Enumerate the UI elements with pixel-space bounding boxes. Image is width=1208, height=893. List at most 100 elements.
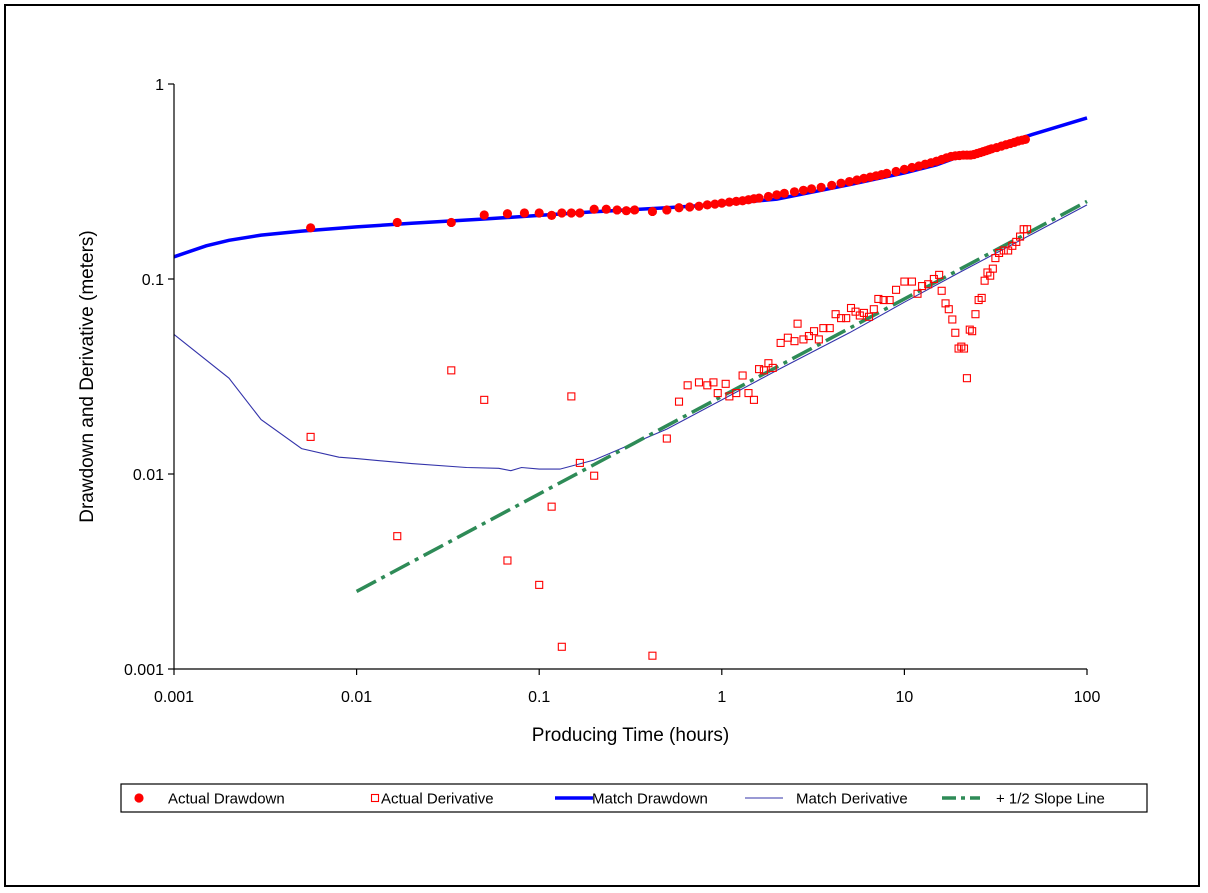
actual-derivative-point [965, 325, 974, 334]
match-derivative-line [173, 204, 1088, 472]
legend-label-match-derivative: Match Derivative [796, 791, 908, 808]
x-tick-label: 0.1 [528, 689, 550, 706]
actual-derivative-point [962, 374, 971, 383]
actual-derivative-point [825, 324, 834, 333]
actual-derivative-point [768, 363, 777, 372]
actual-drawdown-point [772, 190, 782, 200]
legend-label-1-2-slope-line: + 1/2 Slope Line [996, 791, 1105, 808]
actual-derivative-point [1004, 246, 1013, 255]
actual-derivative-point [937, 286, 946, 295]
actual-drawdown-point [754, 193, 764, 203]
actual-derivative-point [957, 342, 966, 351]
actual-derivative-point [929, 274, 938, 284]
actual-derivative-point [954, 344, 963, 353]
actual-derivative-point [1023, 225, 1032, 234]
actual-derivative-point [971, 310, 980, 319]
actual-drawdown-point [694, 201, 704, 211]
actual-derivative-point [874, 294, 883, 304]
legend-label-match-drawdown: Match Drawdown [592, 791, 708, 808]
actual-derivative-point [959, 344, 969, 353]
actual-drawdown-point [882, 168, 892, 178]
actual-drawdown-point [844, 176, 855, 187]
actual-derivative-point [535, 580, 544, 589]
actual-derivative-point [393, 532, 402, 541]
actual-drawdown-point [662, 205, 672, 215]
actual-derivative-point [944, 305, 953, 314]
actual-drawdown-point [566, 208, 576, 218]
actual-derivative-point [662, 434, 671, 443]
actual-derivative-point [759, 366, 768, 375]
actual-drawdown-point [601, 204, 611, 214]
actual-drawdown-point [779, 188, 789, 198]
actual-derivative-point [980, 276, 989, 285]
actual-derivative-point [948, 315, 957, 324]
actual-derivative-point [977, 293, 986, 302]
actual-derivative-point [918, 282, 927, 291]
y-tick-label: 0.01 [133, 467, 164, 484]
actual-derivative-point [995, 248, 1004, 258]
axes [173, 84, 1087, 670]
actual-drawdown-point [647, 206, 658, 217]
actual-derivative-point [306, 432, 315, 441]
actual-derivative-point [755, 365, 764, 374]
actual-derivative-point [924, 280, 933, 289]
actual-drawdown-point [621, 206, 631, 216]
actual-drawdown-point [899, 164, 910, 174]
actual-derivative-point [713, 389, 722, 398]
actual-drawdown-point [717, 198, 727, 208]
actual-derivative-point [837, 314, 846, 323]
actual-derivative-point [732, 389, 741, 398]
actual-drawdown-point [907, 162, 917, 173]
y-axis-ticks: 0.001 0.01 0.1 1 [124, 77, 174, 679]
x-tick-label: 100 [1074, 689, 1101, 706]
actual-derivative-point [842, 314, 851, 323]
actual-drawdown-point [446, 217, 456, 228]
actual-drawdown-point [589, 204, 599, 214]
actual-drawdown-point [674, 203, 684, 213]
actual-derivative-point [900, 277, 909, 286]
actual-derivative-point [968, 327, 977, 336]
actual-derivative-point [819, 324, 828, 333]
actual-derivative-point [703, 381, 712, 390]
actual-derivative-point [749, 395, 759, 404]
actual-drawdown-point [827, 180, 837, 190]
x-axis-title: Producing Time (hours) [532, 725, 729, 746]
actual-derivative-point [935, 270, 944, 279]
actual-drawdown-point [1020, 134, 1031, 144]
actual-derivative-point [988, 264, 997, 273]
actual-derivative-point [480, 395, 489, 404]
actual-derivative-point [907, 277, 917, 286]
legend-swatch-actual-derivative [370, 793, 380, 803]
x-axis-ticks: 0.001 0.01 0.1 1 10 100 [154, 669, 1100, 706]
actual-drawdown-point [685, 202, 695, 212]
x-tick-label: 1 [717, 689, 726, 706]
actual-derivative-point [885, 295, 894, 305]
actual-derivative-point [776, 338, 785, 347]
actual-drawdown-point [502, 209, 513, 219]
actual-drawdown-point [710, 199, 720, 209]
actual-derivative-point [503, 556, 512, 565]
plot-series [173, 116, 1088, 660]
actual-derivative-point [783, 333, 792, 342]
actual-derivative-point [804, 331, 813, 341]
actual-derivative-point [590, 471, 599, 480]
actual-derivative-point [575, 458, 584, 467]
actual-derivative-point [447, 366, 456, 375]
y-tick-label: 1 [155, 77, 164, 94]
actual-drawdown-point [479, 210, 489, 220]
actual-drawdown-point [557, 208, 567, 218]
actual-derivative-point [683, 381, 692, 390]
actual-derivative-point [999, 246, 1008, 255]
y-tick-label: 0.1 [142, 272, 164, 289]
y-axis-title: Drawdown and Derivative (meters) [77, 230, 98, 523]
actual-derivative-point [879, 295, 888, 305]
actual-derivative-point [951, 328, 960, 337]
actual-drawdown-point [891, 166, 901, 177]
actual-derivative-point [869, 305, 878, 314]
x-tick-label: 0.001 [154, 689, 194, 706]
actual-drawdown-point [306, 223, 316, 233]
legend: Actual Drawdown Actual Derivative Match Dr… [120, 783, 1148, 813]
actual-derivative-point [547, 502, 556, 511]
actual-drawdown-point [612, 205, 622, 215]
